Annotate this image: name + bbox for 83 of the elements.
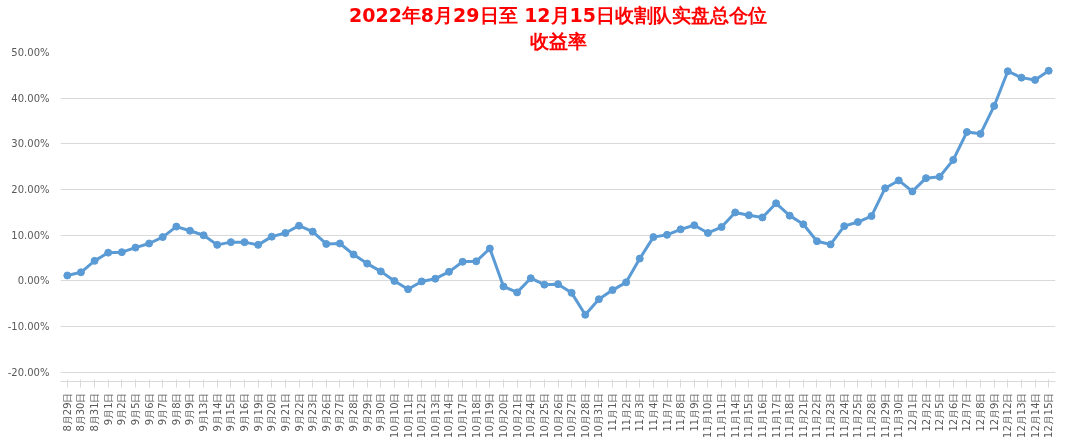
x-tick-label: 10月26日 [552,392,564,438]
x-tick-label: 11月4日 [647,392,659,432]
x-tick-label: 9月21日 [279,392,291,432]
x-tick-label: 10月11日 [402,392,414,438]
x-tick-label: 11月8日 [675,392,687,432]
x-tick-label: 10月24日 [525,392,537,438]
x-tick-label: 10月10日 [388,392,400,438]
x-tick-label: 9月29日 [361,392,373,432]
x-tick-label: 11月22日 [811,392,823,438]
y-tick-label: 30.00% [11,138,50,150]
x-tick-label: 11月18日 [784,392,796,438]
x-tick-label: 9月22日 [293,392,305,432]
x-tick-label: 10月14日 [443,392,455,438]
x-tick-label: 12月12日 [1002,392,1014,438]
x-tick-label: 9月1日 [102,392,114,426]
x-tick-label: 11月23日 [825,392,837,438]
x-tick-label: 9月23日 [307,392,319,432]
x-tick-label: 12月8日 [975,392,987,432]
x-tick-label: 9月8日 [170,392,182,426]
x-tick-label: 8月31日 [89,392,101,432]
x-tick-label: 11月17日 [770,392,782,438]
x-tick-label: 11月7日 [661,392,673,432]
x-tick-label: 11月16日 [756,392,768,438]
x-tick-label: 11月3日 [634,392,646,432]
x-tick-label: 10月20日 [497,392,509,438]
x-tick-label: 9月6日 [143,392,155,426]
x-tick-label: 10月17日 [457,392,469,438]
y-tick-label: 0.00% [17,275,50,287]
x-tick-label: 10月21日 [511,392,523,438]
x-tick-label: 9月13日 [198,392,210,432]
x-tick-label: 10月31日 [593,392,605,438]
x-tick-label: 8月29日 [61,392,73,432]
x-tick-label: 11月24日 [838,392,850,438]
y-tick-label: 10.00% [11,229,50,241]
x-tick-label: 12月15日 [1043,392,1055,438]
x-tick-label: 10月28日 [579,392,591,438]
x-tick-label: 12月6日 [947,392,959,432]
x-tick-label: 11月1日 [607,392,619,432]
x-tick-label: 9月16日 [239,392,251,432]
x-tick-label: 10月19日 [484,392,496,438]
x-tick-label: 9月27日 [334,392,346,432]
x-tick-label: 9月28日 [348,392,360,432]
x-tick-label: 12月2日 [920,392,932,432]
x-tick-label: 11月10日 [702,392,714,438]
x-tick-label: 11月21日 [797,392,809,438]
x-tick-label: 9月20日 [266,392,278,432]
x-tick-label: 11月2日 [620,392,632,432]
x-tick-label: 11月11日 [716,392,728,438]
y-tick-label: -20.00% [7,366,50,378]
y-tick-label: -10.00% [7,321,50,333]
x-tick-label: 9月14日 [211,392,223,432]
x-tick-label: 8月30日 [75,392,87,432]
x-tick-label: 9月19日 [252,392,264,432]
x-tick-label: 12月7日 [961,392,973,432]
x-tick-label: 12月9日 [988,392,1000,432]
x-tick-label: 12月1日 [906,392,918,432]
x-tick-label: 11月9日 [688,392,700,432]
x-tick-label: 10月13日 [429,392,441,438]
x-tick-label: 10月18日 [470,392,482,438]
x-tick-label: 12月13日 [1015,392,1027,438]
chart-subtitle: 收益率 [529,29,587,52]
y-tick-label: 20.00% [11,184,50,196]
y-tick-label: 50.00% [11,47,50,58]
y-tick-label: 40.00% [11,92,50,104]
x-tick-label: 10月27日 [566,392,578,438]
x-tick-label: 11月25日 [852,392,864,438]
x-tick-label: 9月5日 [129,392,141,426]
x-tick-label: 9月2日 [116,392,128,426]
x-tick-label: 9月30日 [375,392,387,432]
chart-title: 2022年8月29日至 12月15日收割队实盘总仓位 [348,3,768,26]
x-tick-label: 11月28日 [865,392,877,438]
x-tick-label: 9月26日 [320,392,332,432]
x-tick-label: 11月14日 [729,392,741,438]
x-tick-label: 11月15日 [743,392,755,438]
x-tick-label: 11月29日 [879,392,891,438]
x-tick-label: 10月25日 [538,392,550,438]
x-tick-label: 11月30日 [893,392,905,438]
x-tick-label: 9月15日 [225,392,237,432]
x-tick-label: 9月7日 [157,392,169,426]
x-tick-label: 12月5日 [934,392,946,432]
x-tick-label: 12月14日 [1029,392,1041,438]
x-tick-label: 10月12日 [416,392,428,438]
x-tick-label: 9月9日 [184,392,196,426]
